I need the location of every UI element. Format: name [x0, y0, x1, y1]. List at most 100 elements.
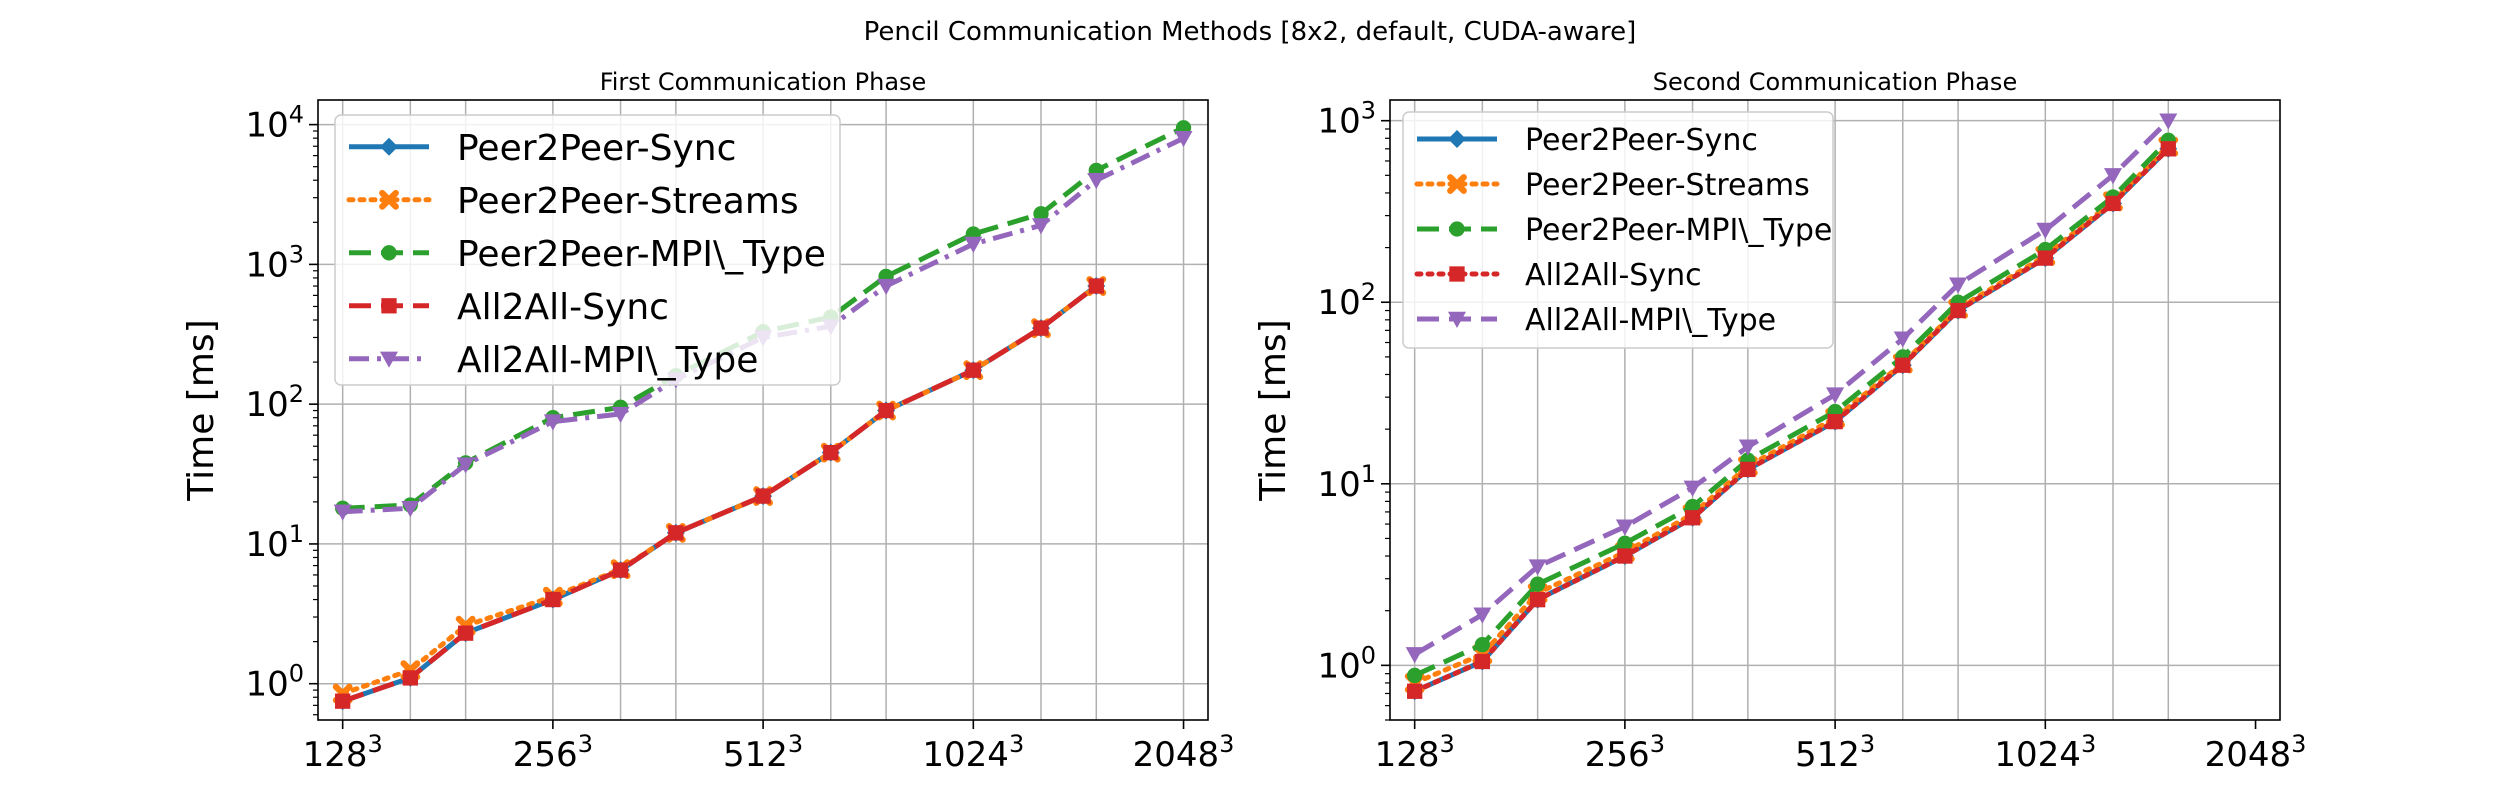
data-point: [1407, 667, 1423, 684]
data-point: [878, 402, 894, 419]
data-point: [1529, 592, 1546, 608]
data-point: [1529, 576, 1546, 592]
data-point: [1473, 607, 1492, 624]
data-point: [1738, 439, 1757, 456]
data-point: [2160, 141, 2176, 157]
data-point: [1033, 320, 1049, 336]
y-tick-label: 101: [245, 520, 304, 565]
legend-marker: [1448, 130, 1466, 148]
series-all2all-sync: [1407, 141, 2176, 699]
x-tick-label: 10243: [922, 730, 1024, 775]
series-line: [1412, 144, 2171, 686]
legend-marker: [381, 245, 397, 261]
legend-label: Peer2Peer-Sync: [1525, 123, 1758, 158]
legend-label: Peer2Peer-Sync: [457, 128, 736, 169]
legend: Peer2Peer-Sync Peer2Peer-Streams Peer2Peer…: [334, 114, 841, 386]
legend-marker: [381, 298, 397, 314]
data-point: [612, 562, 629, 578]
data-point: [611, 406, 630, 424]
data-point: [964, 236, 983, 253]
data-point: [1895, 357, 1911, 373]
series-line: [341, 284, 1098, 704]
y-tick-label: 101: [1317, 460, 1376, 505]
series-line: [1412, 146, 2171, 694]
data-point: [402, 670, 418, 686]
data-point: [1088, 278, 1104, 294]
data-point: [1684, 510, 1701, 526]
data-point: [1893, 331, 1912, 348]
data-point: [333, 504, 352, 521]
data-point: [1683, 480, 1702, 497]
x-tick-label: 5123: [723, 730, 803, 775]
legend-box: [1402, 111, 1834, 349]
data-point: [2103, 168, 2122, 185]
x-tick-label: 2563: [513, 730, 593, 775]
data-point: [1617, 548, 1633, 564]
data-point: [1087, 173, 1106, 190]
chart-panel-2: Second Communication Phase Time [ms] 100 10…: [1253, 68, 2306, 775]
y-tick-label: 100: [1317, 641, 1376, 686]
series-line: [1413, 138, 2171, 678]
data-point: [1827, 413, 1843, 430]
data-point: [543, 414, 562, 431]
figure-title: Pencil Communication Methods [8x2, defau…: [864, 17, 1637, 47]
y-axis-label: Time [ms]: [1253, 319, 1294, 501]
legend-marker: [1449, 221, 1465, 237]
data-point: [1826, 387, 1845, 404]
legend-label: Peer2Peer-MPI\_Type: [457, 234, 826, 275]
legend-label: Peer2Peer-Streams: [457, 181, 799, 222]
data-point: [457, 625, 474, 641]
legend-label: All2All-MPI\_Type: [1525, 303, 1776, 338]
y-tick-label: 102: [245, 380, 304, 425]
y-tick-label: 100: [245, 660, 304, 705]
data-point: [1031, 218, 1050, 235]
data-point: [1407, 683, 1423, 699]
legend-label: All2All-Sync: [457, 287, 669, 328]
y-axis-label: Time [ms]: [181, 319, 222, 501]
legend: Peer2Peer-Sync Peer2Peer-Streams Peer2Peer…: [1402, 111, 1834, 349]
x-tick-label: 5123: [1795, 730, 1875, 775]
legend-marker: [1449, 266, 1465, 282]
legend-marker: [1448, 311, 1466, 328]
data-point: [668, 525, 684, 541]
series-line: [1413, 118, 2171, 657]
y-tick-label: 103: [1317, 97, 1376, 142]
data-point: [755, 488, 771, 504]
data-point: [1950, 302, 1966, 319]
y-tick-label: 103: [245, 240, 304, 285]
data-point: [2037, 250, 2053, 266]
data-point: [1740, 461, 1756, 478]
legend-label: All2All-MPI\_Type: [457, 340, 758, 381]
series-all2all-mpi-type: [1405, 113, 2178, 664]
data-point: [1615, 519, 1634, 536]
chart-panel-1: First Communication Phase Time [ms] 100 101…: [181, 68, 1234, 775]
x-tick-label: 1283: [303, 730, 383, 775]
data-point: [335, 693, 351, 709]
legend-marker: [380, 137, 398, 156]
data-point: [1174, 130, 1193, 148]
data-point: [1474, 637, 1490, 653]
legend-box: [334, 114, 841, 386]
data-point: [1617, 535, 1633, 551]
data-point: [1033, 206, 1049, 222]
data-point: [965, 362, 981, 378]
x-tick-label: 2563: [1585, 730, 1665, 775]
chart-title: First Communication Phase: [600, 68, 927, 96]
x-tick-label: 20483: [2205, 730, 2307, 775]
legend-label: Peer2Peer-MPI\_Type: [1525, 213, 1832, 248]
data-point: [823, 444, 839, 461]
x-tick-label: 1283: [1375, 730, 1455, 775]
data-point: [2105, 195, 2121, 212]
legend-label: Peer2Peer-Streams: [1525, 168, 1810, 203]
data-point: [545, 591, 561, 608]
legend-marker: [379, 189, 399, 210]
data-point: [1405, 647, 1424, 664]
x-tick-label: 20483: [1133, 730, 1235, 775]
x-tick-label: 10243: [1994, 730, 2096, 775]
series-all2all-sync: [335, 278, 1104, 709]
legend-marker: [380, 351, 398, 368]
data-point: [877, 278, 896, 296]
data-point: [2159, 113, 2178, 130]
